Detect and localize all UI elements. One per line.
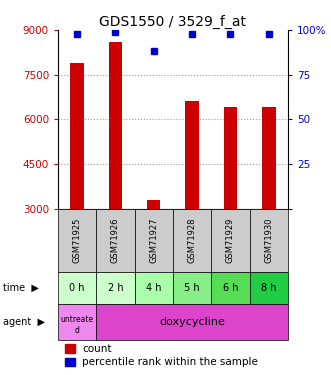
Bar — [250, 272, 288, 304]
Text: count: count — [82, 344, 112, 354]
Text: 5 h: 5 h — [184, 283, 200, 293]
Bar — [58, 272, 96, 304]
Bar — [71, 63, 84, 208]
Text: GSM71928: GSM71928 — [188, 217, 197, 263]
Text: GSM71926: GSM71926 — [111, 217, 120, 263]
Text: 4 h: 4 h — [146, 283, 162, 293]
Bar — [185, 101, 199, 208]
Bar — [96, 209, 135, 272]
Bar — [173, 209, 211, 272]
Bar — [65, 358, 75, 366]
Bar — [262, 107, 275, 208]
Text: percentile rank within the sample: percentile rank within the sample — [82, 357, 258, 367]
Bar — [173, 272, 211, 304]
Text: agent  ▶: agent ▶ — [3, 316, 45, 327]
Text: doxycycline: doxycycline — [159, 316, 225, 327]
Text: GSM71929: GSM71929 — [226, 217, 235, 263]
Text: time  ▶: time ▶ — [3, 283, 39, 293]
Text: d: d — [75, 326, 79, 335]
Bar — [211, 272, 250, 304]
Bar — [135, 272, 173, 304]
Bar — [211, 209, 250, 272]
Bar — [250, 209, 288, 272]
Text: 0 h: 0 h — [70, 283, 85, 293]
Bar — [65, 344, 75, 353]
Text: 8 h: 8 h — [261, 283, 276, 293]
Bar — [135, 209, 173, 272]
Bar — [96, 304, 288, 339]
Bar — [96, 272, 135, 304]
Text: untreate: untreate — [61, 315, 94, 324]
Bar — [224, 107, 237, 208]
Text: GSM71927: GSM71927 — [149, 217, 158, 263]
Title: GDS1550 / 3529_f_at: GDS1550 / 3529_f_at — [99, 15, 247, 29]
Bar — [58, 304, 96, 339]
Bar — [147, 200, 161, 208]
Text: GSM71925: GSM71925 — [72, 217, 82, 263]
Text: GSM71930: GSM71930 — [264, 217, 273, 263]
Bar — [109, 42, 122, 209]
Bar — [58, 209, 96, 272]
Text: 6 h: 6 h — [223, 283, 238, 293]
Text: 2 h: 2 h — [108, 283, 123, 293]
